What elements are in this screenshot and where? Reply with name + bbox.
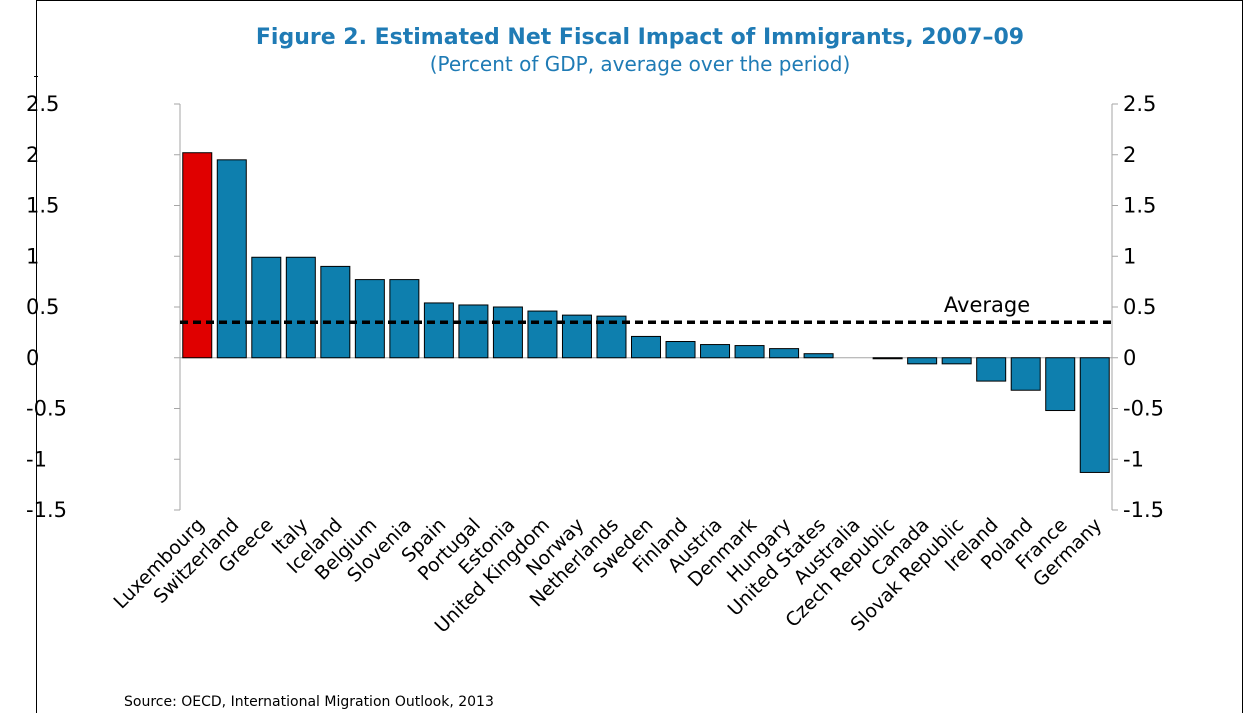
y-tick-label-left: 2.5 [26,92,59,116]
x-category-labels: LuxembourgSwitzerlandGreeceItalyIcelandB… [110,514,1107,637]
y-tick-label-left: -0.5 [26,397,67,421]
chart-title: Figure 2. Estimated Net Fiscal Impact of… [256,25,1024,50]
bar-united-states [803,353,834,359]
y-tick-label-left: -1 [26,447,47,471]
frame-tick [34,76,38,77]
bar-finland [665,341,696,359]
bar-sweden [631,335,661,359]
bar-slovenia [389,279,420,359]
bar-estonia [492,306,523,359]
bar-italy [285,256,316,359]
y-tick-label-right: 2.5 [1123,92,1156,116]
bar-poland [1010,357,1041,391]
bar-iceland [320,265,351,359]
y-tick-label-right: -0.5 [1123,397,1164,421]
y-tick-label-left: 0 [26,346,39,370]
bar-germany [1079,357,1110,473]
y-tick-label-right: 2 [1123,143,1136,167]
y-tick-label-left: -1.5 [26,498,67,522]
bar-canada [907,357,938,365]
y-tick-label-left: 1.5 [26,194,59,218]
average-label: Average [944,293,1030,317]
bar-austria [700,344,731,359]
average-line-group: Average [180,293,1112,324]
y-tick-label-right: -1 [1123,447,1144,471]
y-tick-label-right: 1 [1123,244,1136,268]
bar-france [1045,357,1076,412]
y-tick-label-left: 1 [26,244,39,268]
bar-hungary [769,348,800,359]
bar-luxembourg [182,152,213,359]
bar-czech-republic [872,357,903,360]
y-tick-label-left: 2 [26,143,39,167]
source-note: Source: OECD, International Migration Ou… [124,694,494,710]
y-tick-label-right: 0 [1123,346,1136,370]
bar-belgium [354,279,385,359]
y-tick-label-left: 0.5 [26,295,59,319]
bar-slovak-republic [941,357,972,365]
bar-united-kingdom [527,310,558,359]
figure-frame [36,0,1243,713]
y-tick-label-right: 1.5 [1123,194,1156,218]
y-tick-label-right: -1.5 [1123,498,1164,522]
bar-spain [423,302,454,359]
bar-denmark [734,345,765,359]
y-tick-label-right: 0.5 [1123,295,1156,319]
y-tick-labels: 2.5 2.5 2 2 1.5 1.5 1 1 0.5 0.5 0 0 -0.5 -0.5 -1 -1 -1.5… [26,92,1164,522]
bar-ireland [976,357,1007,382]
bar-portugal [458,304,489,359]
bar-switzerland [216,159,247,359]
chart-subtitle: (Percent of GDP, average over the period… [430,52,851,76]
bar-greece [251,256,282,359]
